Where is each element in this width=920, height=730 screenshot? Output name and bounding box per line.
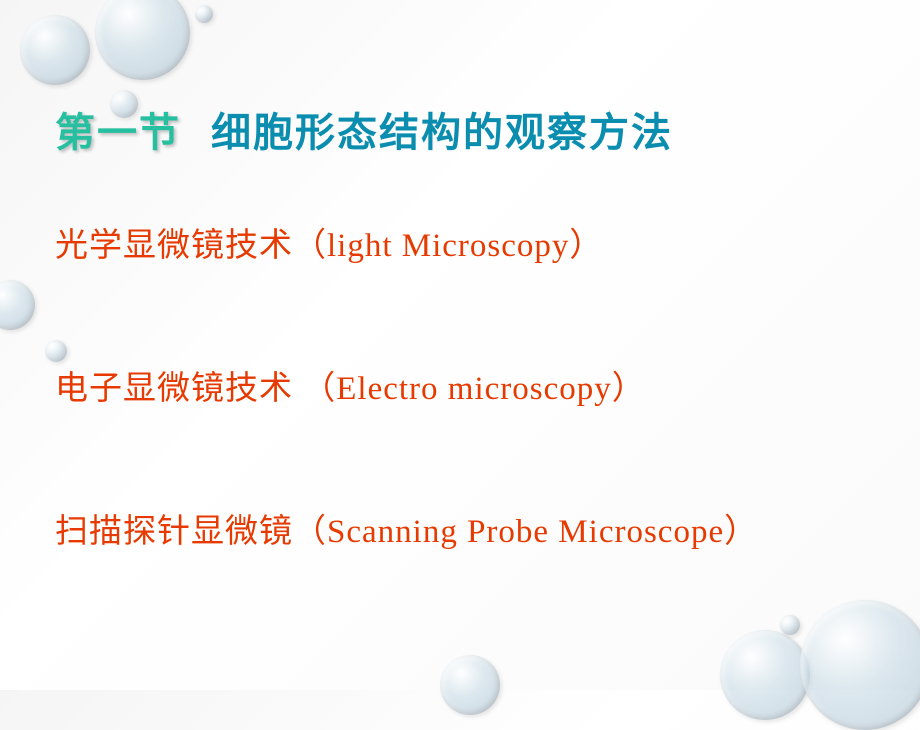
section-label: 第一节: [55, 110, 181, 155]
list-item: 光学显微镜技术（light Microscopy）: [55, 218, 880, 266]
slide-title: 第一节细胞形态结构的观察方法: [55, 100, 880, 158]
title-main: 细胞形态结构的观察方法: [211, 110, 673, 155]
list-item: 扫描探针显微镜（Scanning Probe Microscope）: [55, 504, 880, 552]
slide-content: 第一节细胞形态结构的观察方法 光学显微镜技术（light Microscopy）…: [0, 0, 920, 690]
list-item: 电子显微镜技术 （Electro microscopy）: [55, 361, 880, 409]
